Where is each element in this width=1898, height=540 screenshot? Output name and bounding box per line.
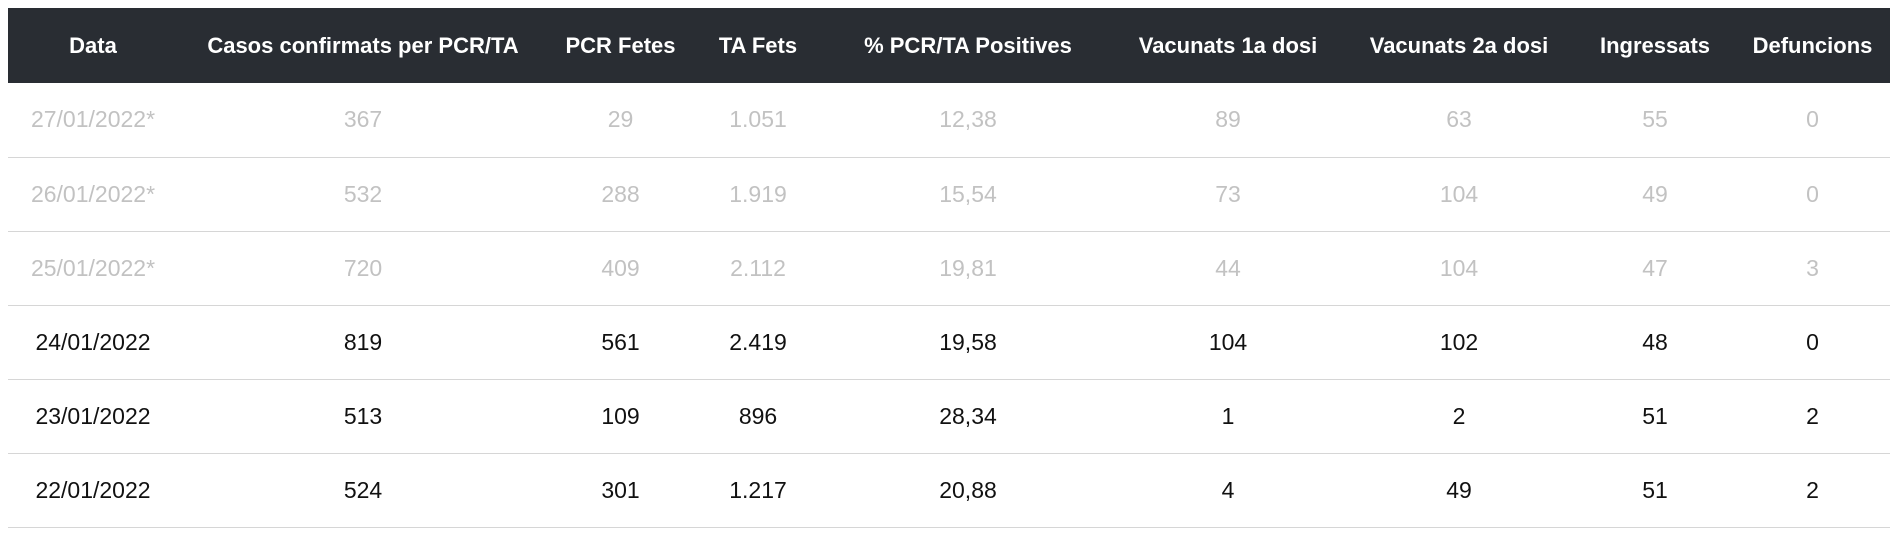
cell-date: 24/01/2022 bbox=[35, 328, 151, 355]
column-header-first-dose[interactable]: Vacunats 1a dosi bbox=[1138, 32, 1318, 58]
cell-second-dose: 102 bbox=[1439, 328, 1479, 355]
cell-positivity-rate: 19,58 bbox=[939, 328, 997, 355]
cell-positivity-rate: 20,88 bbox=[939, 476, 997, 503]
column-header-positivity-rate[interactable]: % PCR/TA Positives bbox=[864, 32, 1072, 58]
cell-pcr-tests: 409 bbox=[601, 254, 640, 281]
cell-deaths: 0 bbox=[1806, 180, 1819, 207]
column-header-confirmed-cases[interactable]: Casos confirmats per PCR/TA bbox=[207, 32, 519, 58]
cell-deaths: 2 bbox=[1806, 476, 1819, 503]
cell-first-dose: 89 bbox=[1215, 106, 1241, 133]
column-header-deaths[interactable]: Defuncions bbox=[1752, 32, 1873, 58]
cell-positivity-rate: 19,81 bbox=[939, 254, 997, 281]
cell-first-dose: 104 bbox=[1208, 328, 1248, 355]
cell-antigen-tests: 2.419 bbox=[729, 328, 787, 355]
column-header-antigen-tests[interactable]: TA Fets bbox=[718, 32, 798, 58]
table-row: 22/01/2022 524 301 1.217 20,88 4 49 51 2 bbox=[8, 453, 1890, 527]
cell-date: 23/01/2022 bbox=[35, 402, 151, 429]
cell-deaths: 0 bbox=[1806, 328, 1819, 355]
table-row: 26/01/2022* 532 288 1.919 15,54 73 104 4… bbox=[8, 157, 1890, 231]
cell-pcr-tests: 561 bbox=[601, 328, 640, 355]
cell-confirmed-cases: 720 bbox=[343, 254, 383, 281]
cell-confirmed-cases: 524 bbox=[343, 476, 383, 503]
cell-deaths: 3 bbox=[1806, 254, 1819, 281]
cell-deaths: 0 bbox=[1806, 106, 1819, 133]
cell-antigen-tests: 896 bbox=[738, 402, 778, 429]
cell-first-dose: 1 bbox=[1221, 402, 1235, 429]
cell-first-dose: 73 bbox=[1215, 180, 1241, 207]
cell-confirmed-cases: 367 bbox=[343, 106, 383, 133]
cell-pcr-tests: 29 bbox=[607, 106, 634, 133]
table-row: 23/01/2022 513 109 896 28,34 1 2 51 2 bbox=[8, 379, 1890, 453]
cell-hospitalized: 51 bbox=[1642, 476, 1668, 503]
cell-pcr-tests: 109 bbox=[601, 402, 640, 429]
cell-date: 22/01/2022 bbox=[35, 476, 151, 503]
cell-first-dose: 4 bbox=[1221, 476, 1235, 503]
table-row: 25/01/2022* 720 409 2.112 19,81 44 104 4… bbox=[8, 231, 1890, 305]
cell-second-dose: 104 bbox=[1439, 180, 1479, 207]
cell-antigen-tests: 2.112 bbox=[730, 254, 786, 281]
column-header-second-dose[interactable]: Vacunats 2a dosi bbox=[1369, 32, 1549, 58]
cell-second-dose: 104 bbox=[1439, 254, 1479, 281]
cell-date: 27/01/2022* bbox=[30, 106, 156, 133]
cell-second-dose: 49 bbox=[1446, 476, 1472, 503]
cell-second-dose: 63 bbox=[1446, 106, 1472, 133]
cell-hospitalized: 51 bbox=[1642, 402, 1668, 429]
column-header-hospitalized[interactable]: Ingressats bbox=[1599, 32, 1711, 58]
cell-date: 26/01/2022* bbox=[30, 180, 156, 207]
cell-confirmed-cases: 532 bbox=[343, 180, 383, 207]
cell-antigen-tests: 1.051 bbox=[729, 106, 787, 133]
cell-pcr-tests: 288 bbox=[601, 180, 640, 207]
table-row: 27/01/2022* 367 29 1.051 12,38 89 63 55 … bbox=[8, 83, 1890, 157]
cell-hospitalized: 48 bbox=[1642, 328, 1668, 355]
cell-positivity-rate: 28,34 bbox=[939, 402, 997, 429]
cell-antigen-tests: 1.217 bbox=[729, 476, 787, 503]
cell-pcr-tests: 301 bbox=[601, 476, 640, 503]
cell-positivity-rate: 12,38 bbox=[939, 106, 997, 133]
cell-positivity-rate: 15,54 bbox=[939, 180, 997, 207]
cell-confirmed-cases: 819 bbox=[343, 328, 383, 355]
table-body: 27/01/2022* 367 29 1.051 12,38 89 63 55 … bbox=[8, 83, 1890, 527]
column-header-date[interactable]: Data bbox=[69, 32, 117, 58]
table-header-row: Data Casos confirmats per PCR/TA PCR Fet… bbox=[8, 8, 1890, 83]
cell-hospitalized: 55 bbox=[1642, 106, 1668, 133]
cell-first-dose: 44 bbox=[1215, 254, 1241, 281]
cell-hospitalized: 47 bbox=[1642, 254, 1668, 281]
cell-confirmed-cases: 513 bbox=[343, 402, 383, 429]
covid-data-table: Data Casos confirmats per PCR/TA PCR Fet… bbox=[8, 8, 1890, 528]
table-row: 24/01/2022 819 561 2.419 19,58 104 102 4… bbox=[8, 305, 1890, 379]
cell-hospitalized: 49 bbox=[1642, 180, 1668, 207]
cell-date: 25/01/2022* bbox=[30, 254, 156, 281]
covid-data-table-container: Data Casos confirmats per PCR/TA PCR Fet… bbox=[8, 8, 1890, 528]
table-header: Data Casos confirmats per PCR/TA PCR Fet… bbox=[8, 8, 1890, 83]
cell-deaths: 2 bbox=[1806, 402, 1819, 429]
cell-antigen-tests: 1.919 bbox=[729, 180, 787, 207]
cell-second-dose: 2 bbox=[1452, 402, 1466, 429]
column-header-pcr-tests[interactable]: PCR Fetes bbox=[565, 32, 676, 58]
